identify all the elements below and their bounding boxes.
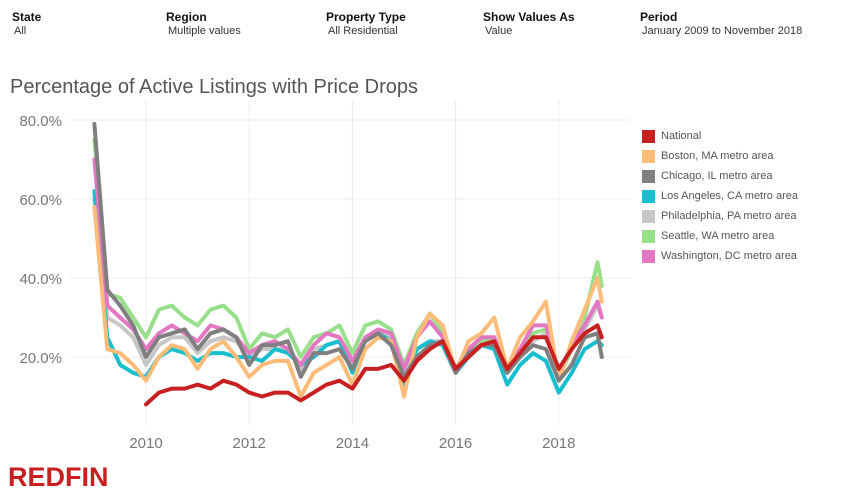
series-line-boston[interactable]	[92, 204, 604, 399]
filter-label: Show Values As	[483, 10, 575, 24]
legend-item[interactable]: Washington, DC metro area	[642, 246, 798, 266]
y-tick-label: 60.0%	[19, 192, 62, 209]
legend-label: Seattle, WA metro area	[661, 230, 775, 242]
legend-swatch	[642, 249, 655, 263]
legend-label: Philadelphia, PA metro area	[661, 210, 797, 222]
legend-swatch	[642, 229, 655, 243]
legend-item[interactable]: National	[642, 126, 798, 146]
legend-item[interactable]: Chicago, IL metro area	[642, 166, 798, 186]
series-line-national[interactable]	[144, 323, 604, 407]
filter-period[interactable]: Period January 2009 to November 2018	[640, 10, 802, 37]
legend-label: Los Angeles, CA metro area	[661, 190, 798, 202]
y-tick-label: 80.0%	[19, 113, 62, 130]
redfin-logo: REDFIN	[8, 462, 109, 492]
legend-swatch	[642, 129, 655, 143]
legend-item[interactable]: Seattle, WA metro area	[642, 226, 798, 246]
filter-value[interactable]: Value	[485, 25, 513, 37]
legend-item[interactable]: Boston, MA metro area	[642, 146, 798, 166]
x-tick-label: 2016	[439, 435, 472, 452]
legend-item[interactable]: Los Angeles, CA metro area	[642, 186, 798, 206]
filter-label: State	[12, 10, 42, 24]
x-tick-label: 2010	[129, 435, 162, 452]
legend-swatch	[642, 189, 655, 203]
series-line-los-angeles[interactable]	[92, 189, 604, 395]
filter-value[interactable]: All Residential	[328, 25, 398, 37]
legend-label: Washington, DC metro area	[661, 250, 797, 262]
filter-label: Period	[640, 10, 678, 24]
legend-label: Chicago, IL metro area	[661, 170, 773, 182]
legend-swatch	[642, 169, 655, 183]
filter-value[interactable]: Multiple values	[168, 25, 241, 37]
filter-show-values-as[interactable]: Show Values As Value	[483, 10, 575, 37]
filter-label: Region	[166, 10, 207, 24]
legend-swatch	[642, 149, 655, 163]
legend-label: Boston, MA metro area	[661, 150, 774, 162]
legend-item[interactable]: Philadelphia, PA metro area	[642, 206, 798, 226]
filter-label: Property Type	[326, 10, 406, 24]
filter-value[interactable]: All	[14, 25, 27, 37]
y-tick-label: 40.0%	[19, 271, 62, 288]
legend-swatch	[642, 209, 655, 223]
x-tick-label: 2018	[542, 435, 575, 452]
filter-region[interactable]: Region Multiple values	[166, 10, 241, 37]
filter-value[interactable]: January 2009 to November 2018	[642, 25, 803, 37]
legend-label: National	[661, 130, 702, 142]
chart-title: Percentage of Active Listings with Price…	[10, 76, 418, 98]
y-tick-label: 20.0%	[19, 350, 62, 367]
series-line-chicago[interactable]	[92, 121, 604, 383]
x-tick-label: 2014	[336, 435, 369, 452]
x-tick-label: 2012	[233, 435, 266, 452]
filter-property-type[interactable]: Property Type All Residential	[326, 10, 406, 37]
legend: National Boston, MA metro area Chicago, IL…	[642, 126, 798, 266]
filter-state[interactable]: State All	[12, 10, 41, 37]
